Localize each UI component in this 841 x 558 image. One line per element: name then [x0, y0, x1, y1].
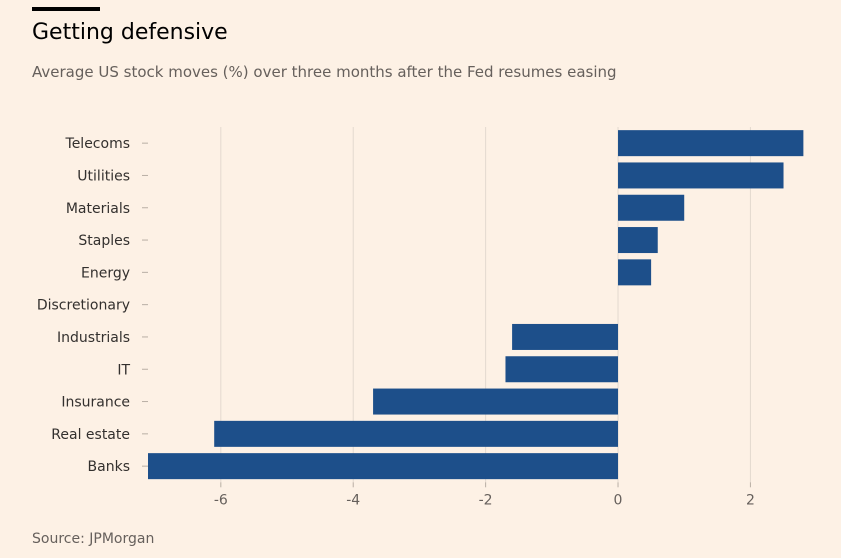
- bar: [618, 227, 658, 254]
- category-label: IT: [117, 362, 130, 378]
- bar: [618, 162, 784, 189]
- category-label: Discretionary: [37, 298, 130, 314]
- bar: [373, 388, 619, 415]
- bar: [505, 356, 619, 383]
- category-label: Insurance: [61, 395, 130, 411]
- bar: [618, 194, 685, 221]
- bar: [618, 130, 804, 157]
- x-tick-label: -2: [479, 492, 493, 508]
- x-tick-label: 0: [614, 492, 623, 508]
- bar: [618, 259, 652, 286]
- x-tick-label: -4: [346, 492, 360, 508]
- bar: [214, 420, 619, 447]
- chart-title: Getting defensive: [32, 20, 228, 45]
- category-label: Real estate: [51, 427, 130, 443]
- category-label: Banks: [88, 459, 130, 475]
- x-tick-label: 2: [746, 492, 755, 508]
- category-label: Telecoms: [65, 136, 130, 152]
- category-label: Industrials: [57, 330, 130, 346]
- bar: [148, 453, 619, 480]
- category-label: Utilities: [77, 168, 130, 184]
- category-label: Materials: [66, 201, 130, 217]
- chart-subtitle: Average US stock moves (%) over three mo…: [32, 63, 617, 81]
- bar: [512, 323, 619, 350]
- title-accent-bar: [32, 7, 100, 11]
- x-tick-label: -6: [214, 492, 228, 508]
- source-note: Source: JPMorgan: [32, 531, 155, 547]
- category-label: Energy: [81, 265, 130, 281]
- category-label: Staples: [78, 233, 130, 249]
